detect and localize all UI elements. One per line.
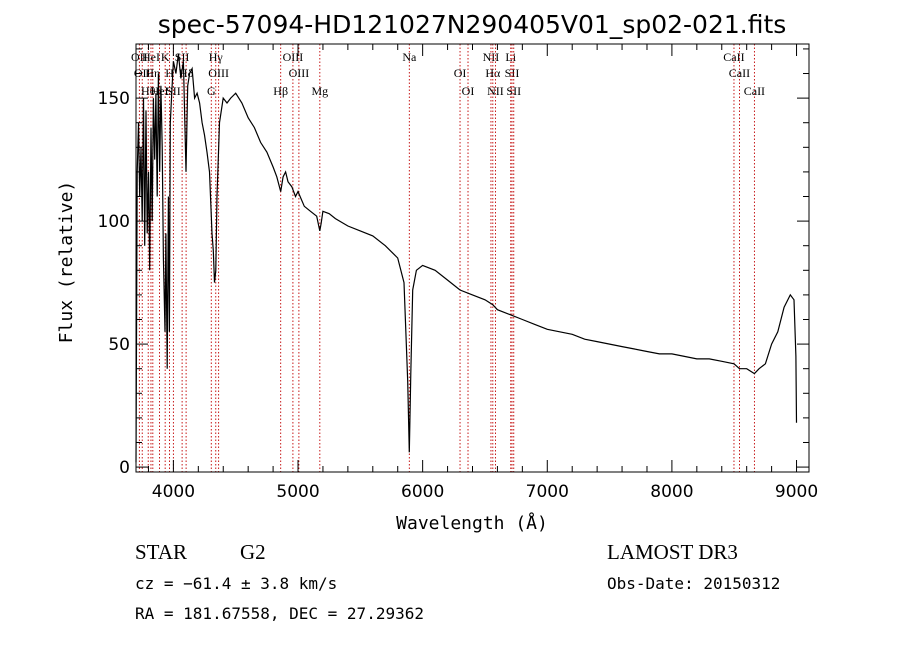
spectral-line-label: K [161,50,170,64]
spectral-line-label: CaII [729,66,750,80]
spectral-line-label: OIII [283,50,304,64]
spectral-line-label: SII [166,84,181,98]
spectral-line-label: Hγ [209,50,224,64]
y-axis-label: Flux (relative) [56,181,77,344]
spectral-line-label: OIII [289,66,310,80]
axis-ticks-layer: 4000 5000 6000 7000 8000 9000 0 50 100 150 [98,44,818,502]
spectral-line-label: HeI [151,84,169,98]
x-axis-label: Wavelength (Å) [396,512,548,534]
spectral-line-label: OIII [208,66,229,80]
y-tick-label: 50 [108,335,130,355]
spectral-line-label: Hθ [141,84,156,98]
spectral-line-label: Mg [311,84,328,98]
spectral-line-label: CaII [723,50,744,64]
spectral-line-label: Hα [485,66,501,80]
spectral-line-label: OI [454,66,467,80]
spectral-line-label: Hη [145,66,160,80]
object-class: STAR [135,540,187,564]
spectral-line-label: SII [175,50,190,64]
x-tick-label: 6000 [401,482,444,502]
spectral-line-label: HeI [142,50,160,64]
spectral-line-label: SII [506,84,521,98]
redshift-velocity: cz = −61.4 ± 3.8 km/s [135,574,337,593]
spectral-line-label: Li [505,50,516,64]
plot-frame [135,43,810,473]
chart-title: spec-57094-HD121027N290405V01_sp02-021.f… [158,10,787,39]
x-tick-label: 9000 [775,482,818,502]
x-tick-label: 7000 [526,482,569,502]
observation-date: Obs-Date: 20150312 [607,574,780,593]
spectral-line-label: NII [483,50,500,64]
spectrum-series-line [135,53,798,463]
survey-name: LAMOST DR3 [607,540,738,564]
spectral-line-label: OI [462,84,475,98]
x-tick-label: 5000 [276,482,319,502]
emission-lines-layer: OIIOIIHθHeIHηHeIKHSIISIIHδGHγOIIIHβOIIIO… [131,44,765,472]
spectral-line-label: Hβ [273,84,288,98]
spectral-line-label: G [207,84,216,98]
y-tick-label: 100 [98,212,130,232]
spectral-line-label: Na [402,50,417,64]
spectral-line-label: OII [131,50,148,64]
x-tick-label: 4000 [152,482,195,502]
spectral-line-label: CaII [744,84,765,98]
y-tick-label: 0 [119,458,130,478]
spectral-line-label: NII [487,84,504,98]
spectral-line-label: H [165,66,174,80]
spectral-line-label: SII [505,66,520,80]
coordinates: RA = 181.67558, DEC = 27.29362 [135,604,424,623]
x-tick-label: 8000 [650,482,693,502]
spectral-line-label: OII [134,66,151,80]
y-tick-label: 150 [98,89,130,109]
object-subclass: G2 [240,540,266,564]
